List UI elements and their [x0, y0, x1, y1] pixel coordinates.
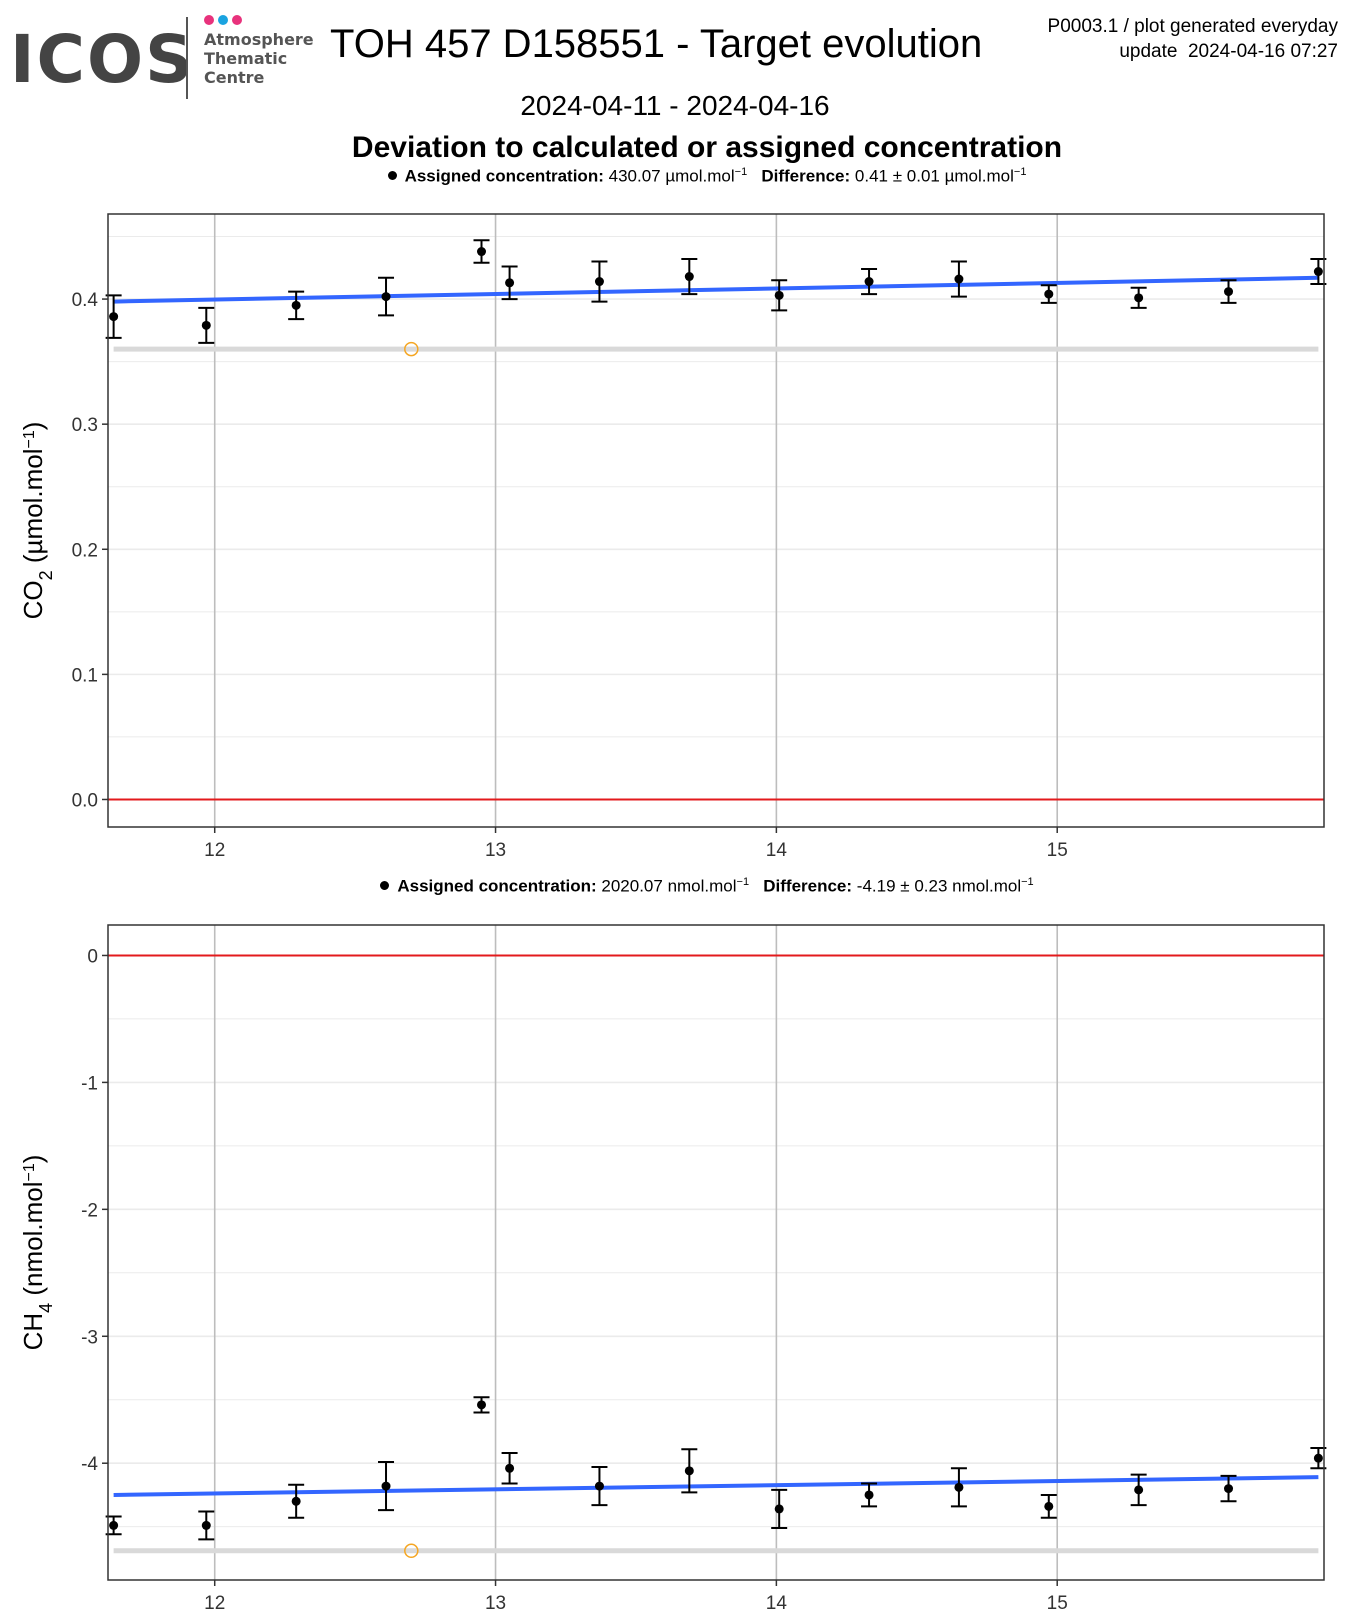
x-tick-label: 12 — [204, 840, 225, 860]
plot-panel — [108, 214, 1324, 827]
y-tick-label: 0.2 — [72, 540, 98, 561]
x-tick-label: 13 — [485, 840, 506, 860]
logo-dot — [218, 15, 228, 25]
legend-assigned-label: Assigned concentration: — [397, 876, 597, 896]
outlier-point — [404, 341, 419, 357]
legend-assigned-value: 430.07 µmol.mol — [608, 166, 735, 186]
plot-meta: P0003.1 / plot generated everyday update… — [1048, 14, 1338, 64]
data-point — [774, 1504, 784, 1514]
data-point — [477, 1400, 487, 1410]
meta-generated: P0003.1 / plot generated everyday — [1047, 16, 1338, 37]
legend-point-icon — [380, 880, 390, 890]
x-tick-label: 14 — [766, 1593, 788, 1614]
y-tick-label: 0.4 — [72, 290, 99, 311]
data-point — [684, 1466, 694, 1476]
logo-wordmark: ICOS — [10, 21, 195, 98]
y-tick-label: 0.0 — [72, 790, 98, 811]
plot-panel — [108, 925, 1324, 1580]
data-point — [1044, 289, 1054, 299]
data-point — [291, 300, 301, 310]
legend-assigned-label: Assigned concentration: — [404, 166, 604, 186]
legend-unit-exp: −1 — [1013, 166, 1027, 178]
data-point — [864, 277, 874, 287]
ch4-legend: Assigned concentration: 2020.07 nmol.mol… — [0, 876, 1350, 897]
y-tick-label: -2 — [81, 1200, 98, 1221]
ch4-deviation-chart: 0 -1 -2 -3 -4 12 13 14 15 CH4 (nmol.mol−1) — [18, 924, 1327, 1614]
legend-unit-exp: −1 — [734, 166, 748, 178]
data-point — [864, 1490, 874, 1500]
data-point — [684, 272, 694, 282]
data-point — [1134, 293, 1144, 303]
legend-assigned-value: 2020.07 nmol.mol — [601, 876, 737, 896]
page-title: TOH 457 D158551 - Target evolution — [330, 22, 983, 66]
y-tick-label: 0.3 — [72, 415, 98, 436]
data-point — [381, 1481, 391, 1491]
data-point — [109, 1520, 119, 1530]
data-point — [201, 320, 211, 330]
y-tick-label: -1 — [81, 1073, 98, 1094]
data-point — [1044, 1501, 1054, 1511]
data-point — [1134, 1485, 1144, 1495]
data-point — [1224, 287, 1234, 297]
logo-sub-line: Atmosphere — [204, 30, 314, 49]
icos-logo: ICOS Atmosphere Thematic Centre — [10, 15, 314, 99]
chart-subtitle: Deviation to calculated or assigned conc… — [351, 131, 1063, 164]
legend-difference-label: Difference: — [761, 166, 851, 186]
data-point — [201, 1520, 211, 1530]
trend-line — [113, 1475, 1319, 1497]
y-tick-label: -4 — [81, 1454, 98, 1475]
plot-border — [107, 213, 1325, 828]
data-point — [1313, 267, 1323, 277]
data-point — [594, 1481, 604, 1491]
logo-dot — [204, 15, 214, 25]
legend-difference-value: 0.41 ± 0.01 µmol.mol — [854, 166, 1014, 186]
x-tick-label: 15 — [1047, 1593, 1068, 1614]
outlier-point — [404, 1543, 419, 1559]
logo-sub-line: Thematic — [204, 49, 287, 68]
y-axis-label: CO2 (µmol.mol−1) — [18, 422, 56, 620]
x-tick-label: 12 — [204, 1593, 225, 1614]
y-tick-label: 0 — [87, 946, 98, 967]
meta-updated: update 2024-04-16 07:27 — [1119, 41, 1338, 62]
date-range: 2024-04-11 - 2024-04-16 — [520, 90, 830, 121]
x-tick-label: 14 — [766, 840, 788, 860]
y-tick-label: -3 — [81, 1327, 98, 1348]
trend-line — [113, 275, 1319, 304]
x-tick-label: 13 — [485, 1593, 506, 1614]
legend-unit-exp: −1 — [1021, 876, 1034, 888]
co2-deviation-chart: 0.0 0.1 0.2 0.3 0.4 12 13 14 15 CO2 (µmol.mol−1) — [18, 213, 1327, 860]
legend-difference-label: Difference: — [763, 876, 853, 896]
y-axis-label: CH4 (nmol.mol−1) — [18, 1155, 56, 1351]
data-point — [1313, 1453, 1323, 1463]
data-point — [954, 1482, 964, 1492]
data-point — [1224, 1484, 1234, 1494]
data-point — [954, 274, 964, 284]
y-tick-label: 0.1 — [72, 665, 98, 686]
legend-difference-value: -4.19 ± 0.23 nmol.mol — [856, 876, 1022, 896]
legend-unit-exp: −1 — [736, 876, 750, 888]
logo-dot — [232, 15, 242, 25]
x-tick-label: 15 — [1047, 840, 1068, 860]
data-point — [109, 312, 119, 322]
logo-sub-line: Centre — [204, 68, 265, 87]
data-point — [505, 278, 515, 288]
data-point — [505, 1463, 515, 1473]
data-point — [291, 1496, 301, 1506]
data-point — [594, 277, 604, 287]
data-point — [381, 292, 391, 302]
data-point — [774, 290, 784, 300]
data-point — [477, 247, 487, 257]
legend-point-icon — [387, 170, 397, 180]
co2-legend: Assigned concentration: 430.07 µmol.mol−… — [0, 166, 1350, 187]
plot-border — [107, 924, 1325, 1581]
